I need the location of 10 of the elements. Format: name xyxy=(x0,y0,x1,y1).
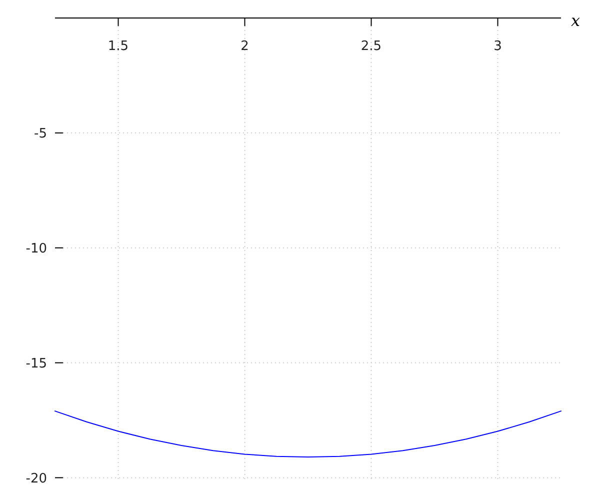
x-tick-label: 1.5 xyxy=(108,39,129,54)
y-tick-label: -15 xyxy=(26,356,47,372)
line-series xyxy=(54,410,562,458)
x-tick-label: 3 xyxy=(494,39,502,54)
x-tick-label: 2.5 xyxy=(360,39,382,54)
y-tick-label: -5 xyxy=(34,126,47,142)
y-tick-label: -20 xyxy=(26,471,47,486)
x-tick-label: 2 xyxy=(240,39,249,54)
x-axis-title: x xyxy=(571,11,580,30)
y-tick-label: -10 xyxy=(26,241,47,256)
